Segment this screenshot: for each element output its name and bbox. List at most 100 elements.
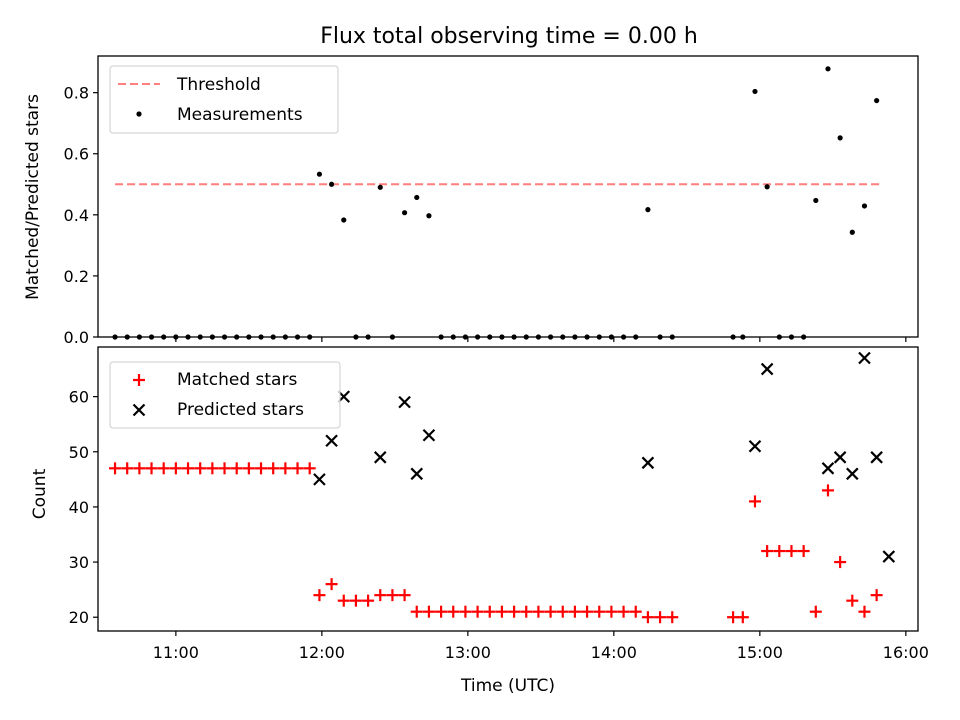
matched-point (471, 605, 484, 618)
matched-point (593, 605, 606, 618)
predicted-point (882, 550, 896, 563)
measurement-point (861, 203, 868, 209)
measurement-point (849, 229, 855, 235)
matched-point (821, 484, 834, 497)
matched-point (447, 605, 460, 618)
predicted-point (760, 362, 774, 376)
matched-point (291, 462, 304, 475)
matched-point (145, 462, 158, 475)
measurement-point (874, 97, 880, 104)
measurement-point (813, 197, 819, 204)
x-stroke-b (313, 473, 326, 486)
matched-point (255, 462, 268, 475)
y-tick-label: 0.8 (64, 84, 89, 103)
matched-point (748, 495, 761, 508)
x-stroke-b (821, 462, 835, 475)
top-axes-frame (97, 55, 919, 338)
predicted-point (373, 451, 387, 464)
matched-point (773, 545, 786, 558)
predicted-point (641, 456, 655, 470)
y-tick-label: 0.0 (64, 328, 89, 347)
matched-point (349, 594, 362, 607)
matched-point (870, 589, 883, 602)
x-tick-label: 13:00 (445, 643, 491, 662)
measurement-point (414, 194, 420, 201)
matched-point (556, 605, 569, 618)
measurement-point (825, 66, 831, 72)
measurement-point (316, 171, 323, 177)
x-tick-label: 16:00 (883, 643, 929, 662)
measurements-legend-label: Measurements (177, 105, 303, 125)
matched-point (629, 605, 642, 618)
top-yticks: 0.0 0.2 0.4 0.6 0.8 (64, 84, 98, 347)
matched-point (736, 611, 749, 624)
predicted-point (325, 434, 338, 448)
top-xticks (175, 337, 907, 342)
x-stroke-b (422, 428, 436, 442)
bottom-legend: Matched stars Predicted stars (109, 361, 341, 429)
top-y-axis-label: Matched/Predicted stars (23, 94, 43, 300)
matched-point (761, 545, 774, 558)
matched-point (313, 589, 326, 602)
bottom-yticks: 20 30 40 50 60 (69, 388, 98, 627)
measurement-point (377, 184, 383, 190)
top-panel: 0.00.20.40.60.8 Matched/Predicted stars … (23, 55, 919, 347)
bottom-predicted-layer (313, 351, 896, 563)
matched-point (834, 556, 847, 569)
y-tick-label: 0.6 (64, 145, 89, 164)
predicted-point (313, 473, 326, 486)
x-stroke-b (748, 439, 762, 453)
measurement-point (752, 88, 758, 95)
matched-point (809, 605, 822, 618)
x-stroke-b (833, 451, 847, 464)
measurement-point (837, 135, 843, 141)
chart-title: Flux total observing time = 0.00 h (320, 24, 698, 49)
matched-point (398, 589, 411, 602)
bottom-legend-box (109, 361, 341, 429)
matched-point (121, 462, 134, 475)
matched-point (169, 462, 182, 475)
predicted-swatch-marker (132, 403, 146, 417)
top-legend: Threshold Measurements (109, 65, 339, 134)
matched-point (797, 545, 810, 558)
x-stroke-b (870, 451, 883, 464)
predicted-point (846, 467, 859, 481)
matched-point (459, 605, 472, 618)
measurement-point (645, 207, 651, 213)
x-stroke-b (846, 467, 859, 481)
matched-swatch-marker (133, 374, 145, 386)
matched-point (520, 605, 533, 618)
matched-point (386, 589, 399, 602)
threshold-legend-label: Threshold (176, 75, 261, 95)
matched-point (133, 462, 146, 475)
x-tick-label: 11:00 (153, 643, 199, 662)
matched-point (532, 605, 545, 618)
x-stroke-b (325, 434, 338, 448)
matched-point (279, 462, 292, 475)
matched-point (194, 462, 207, 475)
measurement-point (328, 181, 335, 187)
bottom-axes-frame (97, 346, 919, 632)
x-stroke-b (760, 362, 774, 376)
x-stroke-b (398, 395, 411, 409)
bottom-xticks: 11:00 12:00 13:00 14:00 15:00 16:00 (153, 631, 929, 662)
matched-point (422, 605, 435, 618)
matched-point (654, 611, 667, 624)
predicted-legend-swatch (132, 403, 146, 417)
predicted-legend-label: Predicted stars (177, 400, 304, 420)
y-tick-label: 0.4 (64, 206, 89, 225)
y-tick-label: 30 (69, 553, 89, 572)
matched-point (206, 462, 219, 475)
matched-point (617, 605, 630, 618)
matched-point (495, 605, 508, 618)
x-stroke-b (858, 351, 871, 365)
matched-point (218, 462, 231, 475)
x-stroke-b (882, 550, 896, 563)
matched-legend-label: Matched stars (177, 370, 297, 390)
predicted-point (858, 351, 871, 365)
predicted-point (870, 451, 883, 464)
matched-point (303, 462, 316, 475)
matched-point (267, 462, 280, 475)
matched-point (157, 462, 170, 475)
